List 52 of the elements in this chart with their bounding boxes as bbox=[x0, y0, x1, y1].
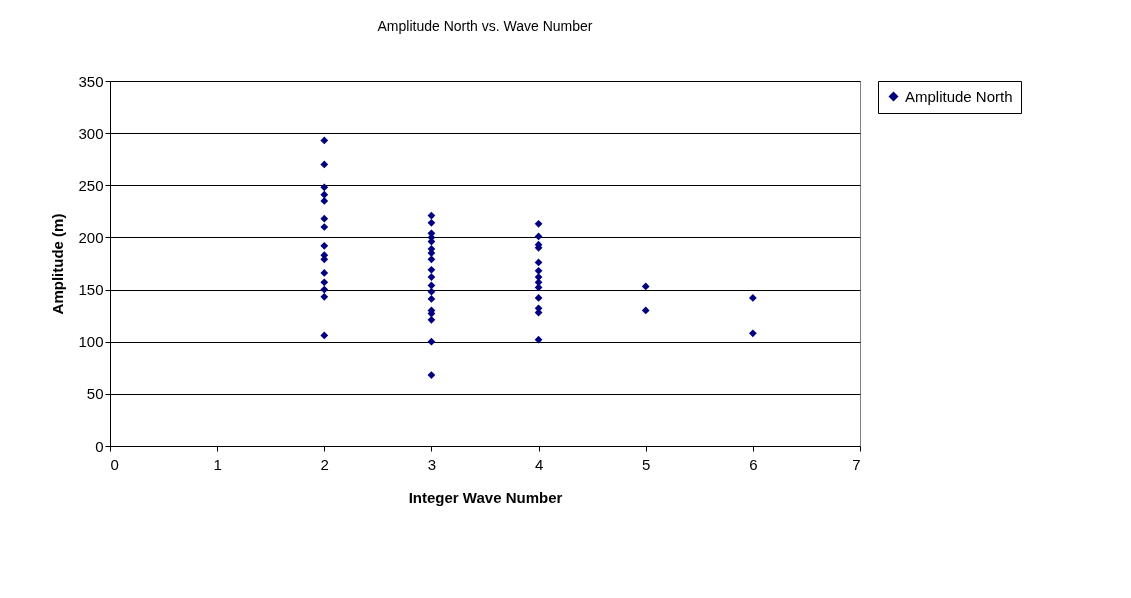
point bbox=[427, 315, 436, 324]
y-tick-label: 150 bbox=[78, 281, 104, 299]
point bbox=[534, 220, 543, 228]
point bbox=[534, 294, 543, 302]
point bbox=[320, 285, 329, 294]
y-tick-label: 350 bbox=[78, 72, 104, 90]
point bbox=[320, 278, 329, 287]
point bbox=[320, 190, 329, 199]
point bbox=[427, 371, 436, 379]
point bbox=[427, 295, 436, 303]
point bbox=[427, 255, 436, 264]
point bbox=[534, 335, 543, 344]
y-tick-label: 0 bbox=[95, 437, 104, 455]
x-tick-label: 6 bbox=[749, 455, 758, 473]
point bbox=[320, 331, 329, 340]
point bbox=[427, 273, 436, 281]
point bbox=[641, 306, 650, 315]
chart-title: Amplitude North vs. Wave Number bbox=[377, 18, 593, 34]
y-tick-label: 300 bbox=[78, 124, 104, 142]
x-tick-label: 7 bbox=[852, 455, 861, 473]
point bbox=[748, 294, 757, 302]
point bbox=[320, 241, 329, 250]
point bbox=[748, 329, 757, 338]
point bbox=[427, 287, 436, 296]
point bbox=[320, 214, 329, 223]
point bbox=[320, 160, 329, 169]
point bbox=[320, 293, 329, 301]
point bbox=[320, 136, 329, 145]
y-tick-label: 250 bbox=[78, 176, 104, 194]
point bbox=[320, 269, 329, 277]
point bbox=[320, 183, 329, 192]
x-axis-title: Integer Wave Number bbox=[408, 488, 563, 506]
x-tick-label: 0 bbox=[110, 455, 119, 473]
point bbox=[320, 223, 329, 231]
point bbox=[427, 265, 436, 274]
point bbox=[534, 266, 543, 275]
point bbox=[534, 232, 543, 241]
y-axis-title: Amplitude (m) bbox=[49, 213, 67, 315]
point bbox=[427, 218, 436, 227]
y-tick-label: 50 bbox=[86, 385, 104, 403]
point bbox=[427, 337, 436, 346]
y-tick-label: 200 bbox=[78, 228, 104, 246]
point bbox=[320, 197, 329, 205]
x-tick-label: 3 bbox=[427, 455, 437, 473]
legend-label: Amplitude North bbox=[905, 87, 1013, 105]
y-tick-label: 100 bbox=[78, 333, 104, 351]
x-tick-label: 5 bbox=[642, 455, 651, 473]
x-tick-label: 2 bbox=[320, 455, 329, 473]
x-tick-label: 4 bbox=[534, 455, 544, 473]
point bbox=[641, 282, 650, 291]
x-tick-label: 1 bbox=[213, 455, 222, 473]
point bbox=[427, 281, 436, 290]
